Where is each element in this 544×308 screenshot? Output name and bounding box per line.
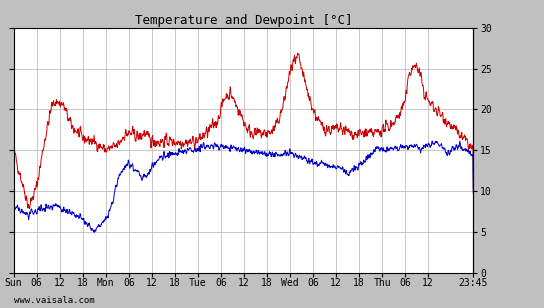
Title: Temperature and Dewpoint [°C]: Temperature and Dewpoint [°C] (135, 14, 352, 26)
Text: www.vaisala.com: www.vaisala.com (14, 296, 94, 305)
